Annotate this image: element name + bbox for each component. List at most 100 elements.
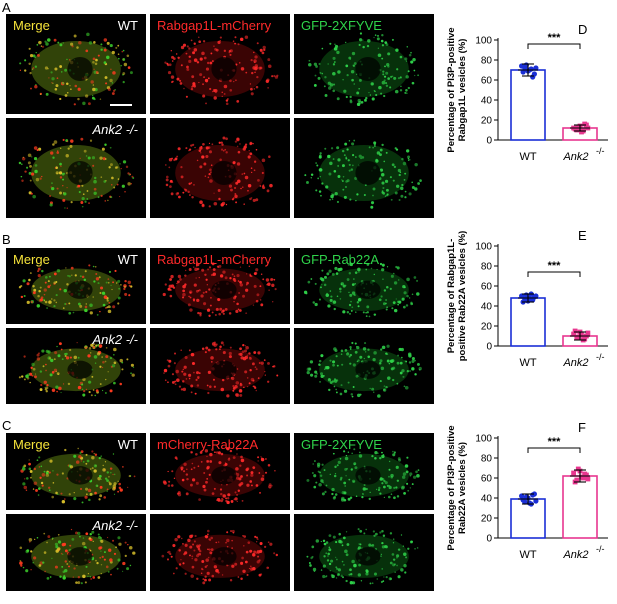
y-tick-label: 20 [481, 322, 493, 333]
bar [510, 498, 546, 539]
y-tick-label: 100 [475, 242, 492, 253]
significance-label: *** [548, 260, 562, 272]
cell-image [18, 342, 135, 397]
bar [510, 297, 546, 347]
y-axis-label: Percentage of Rabgap1L- [446, 239, 457, 354]
bar [510, 69, 546, 141]
micrograph-b-wt-0: Merge WT [6, 248, 146, 324]
data-point [585, 476, 591, 482]
data-point [519, 493, 525, 499]
cell-image [19, 32, 133, 106]
genotype-label: Ank2 -/- [92, 518, 138, 533]
cell-image [304, 139, 422, 209]
data-point [579, 474, 584, 480]
channel-label: mCherry-Rab22A [157, 437, 259, 452]
data-point [579, 129, 584, 135]
data-point [572, 126, 578, 132]
x-tick-label: WT [519, 357, 536, 369]
genotype-label: WT [117, 437, 138, 452]
y-axis-label: Rabgap1L vesicles (%) [457, 39, 468, 142]
data-point [533, 293, 539, 299]
y-tick-label: 20 [481, 514, 493, 525]
cell-image [303, 262, 420, 318]
data-point [571, 331, 576, 337]
cell-image [306, 528, 419, 585]
y-tick-label: 80 [481, 262, 493, 273]
micrograph-c-ank2-2 [294, 514, 434, 591]
panel-letter: E [578, 228, 587, 243]
data-point [533, 498, 539, 504]
micrograph-a-ank2-1 [150, 118, 290, 218]
cell-image [306, 341, 422, 398]
micrograph-c-wt-1: mCherry-Rab22A [150, 433, 290, 510]
genotype-label: WT [117, 252, 138, 267]
panel-letter-b: B [2, 232, 11, 247]
channel-label: GFP-2XFYVE [301, 437, 382, 452]
channel-label: Merge [13, 252, 50, 267]
y-tick-label: 40 [481, 96, 493, 107]
micrograph-a-ank2-2 [294, 118, 434, 218]
data-point [575, 334, 581, 340]
scale-bar [110, 104, 132, 106]
y-axis-label: Percentage of PI3P-positive [446, 425, 457, 550]
cell-image [308, 32, 419, 107]
x-tick-label: Ank2 [562, 151, 588, 163]
micrograph-a-wt-1: Rabgap1L-mCherry [150, 14, 290, 114]
cell-image [165, 136, 273, 208]
significance-bracket [527, 271, 581, 277]
data-point [520, 69, 526, 75]
channel-label: GFP-Rab22A [301, 252, 380, 267]
data-point [572, 328, 578, 334]
y-axis-label: positive Rab22A vesicles (%) [457, 231, 468, 362]
data-point [575, 466, 581, 472]
micrograph-b-wt-1: Rabgap1L-mCherry [150, 248, 290, 324]
cell-image [19, 528, 136, 585]
micrograph-c-wt-0: Merge WT [6, 433, 146, 510]
micrograph-a-wt-0: Merge WT [6, 14, 146, 114]
chart-d: D Percentage of PI3P-positive Rabgap1L ves… [440, 22, 617, 182]
y-tick-label: 80 [481, 454, 493, 465]
x-tick-superscript: -/- [596, 146, 605, 156]
data-point [582, 471, 588, 477]
significance-label: *** [548, 32, 562, 44]
x-tick-superscript: -/- [596, 544, 605, 554]
data-point [579, 332, 584, 338]
cell-image [162, 447, 276, 505]
y-tick-label: 0 [486, 136, 492, 147]
y-tick-label: 0 [486, 342, 492, 353]
bar [562, 475, 598, 539]
y-tick-label: 60 [481, 76, 493, 87]
channel-label: Merge [13, 437, 50, 452]
channel-label: Rabgap1L-mCherry [157, 252, 272, 267]
genotype-label: Ank2 -/- [92, 332, 138, 347]
data-point [530, 492, 536, 498]
micrograph-b-wt-2: GFP-Rab22A [294, 248, 434, 324]
micrograph-b-ank2-1 [150, 328, 290, 404]
y-tick-label: 80 [481, 56, 493, 67]
cell-image [306, 448, 420, 502]
genotype-label: WT [117, 18, 138, 33]
y-axis-label: Percentage of PI3P-positive [446, 27, 457, 152]
channel-label: Merge [13, 18, 50, 33]
y-tick-label: 0 [486, 534, 492, 545]
x-tick-label: Ank2 [562, 549, 588, 561]
panel-letter: F [578, 420, 586, 435]
cell-image [163, 341, 279, 398]
channel-label: GFP-2XFYVE [301, 18, 382, 33]
y-tick-label: 100 [475, 36, 492, 47]
panel-letter-a: A [2, 0, 11, 15]
cell-image [18, 264, 133, 316]
x-tick-superscript: -/- [596, 352, 605, 362]
chart-e: E Percentage of Rabgap1L-positive Rab22A … [440, 228, 617, 388]
cell-image [161, 529, 279, 585]
data-point [582, 121, 588, 127]
x-tick-label: Ank2 [562, 357, 588, 369]
cell-image [20, 447, 136, 504]
micrograph-a-wt-2: GFP-2XFYVE [294, 14, 434, 114]
data-point [533, 65, 539, 71]
data-point [530, 297, 536, 303]
significance-bracket [527, 43, 581, 49]
y-tick-label: 60 [481, 282, 493, 293]
micrograph-b-ank2-0: Ank2 -/- [6, 328, 146, 404]
data-point [575, 124, 581, 130]
